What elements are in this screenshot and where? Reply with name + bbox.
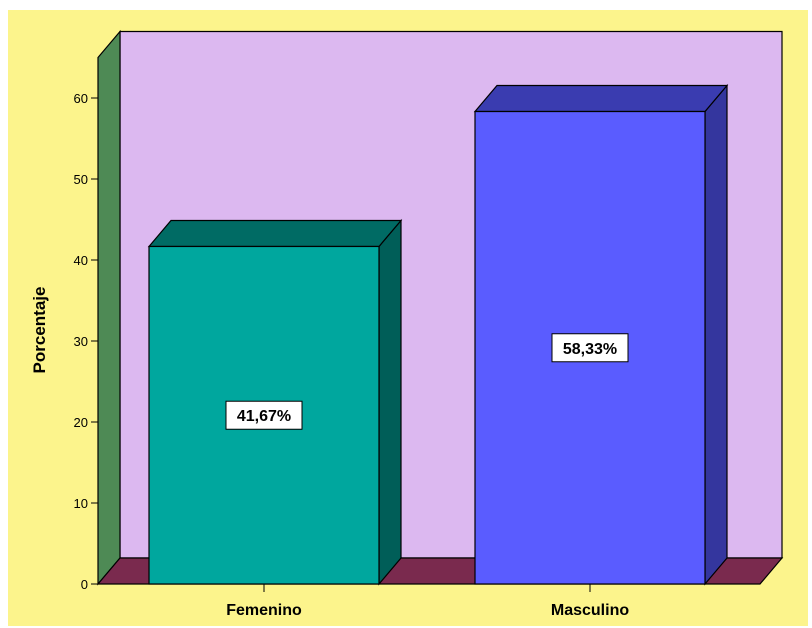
bar-femenino: 41,67% <box>147 218 403 586</box>
side-wall <box>97 29 121 586</box>
data-label-box <box>551 333 629 363</box>
bar-top <box>473 84 729 113</box>
bar-side <box>378 218 402 586</box>
y-tick-label: 50 <box>74 172 88 187</box>
bar-masculino: 58,33% <box>473 83 729 586</box>
data-label-box <box>225 400 303 430</box>
data-label: 58,33% <box>563 341 617 358</box>
x-tick-label: Femenino <box>226 602 302 619</box>
y-tick-label: 0 <box>81 577 88 592</box>
data-label: 41,67% <box>237 408 291 425</box>
x-tick-label: Masculino <box>551 602 629 619</box>
y-tick-label: 10 <box>74 496 88 511</box>
y-tick-label: 30 <box>74 334 88 349</box>
y-axis: 0 10 20 30 40 50 60 <box>74 57 99 592</box>
bars: 41,67% 58,33% <box>147 83 729 586</box>
x-axis: Femenino Masculino <box>226 584 629 619</box>
y-tick-label: 60 <box>74 91 88 106</box>
y-tick-label: 20 <box>74 415 88 430</box>
bar-side <box>704 83 728 586</box>
y-axis-title: Porcentaje <box>30 287 49 374</box>
y-tick-label: 40 <box>74 253 88 268</box>
bar-top <box>147 219 403 248</box>
